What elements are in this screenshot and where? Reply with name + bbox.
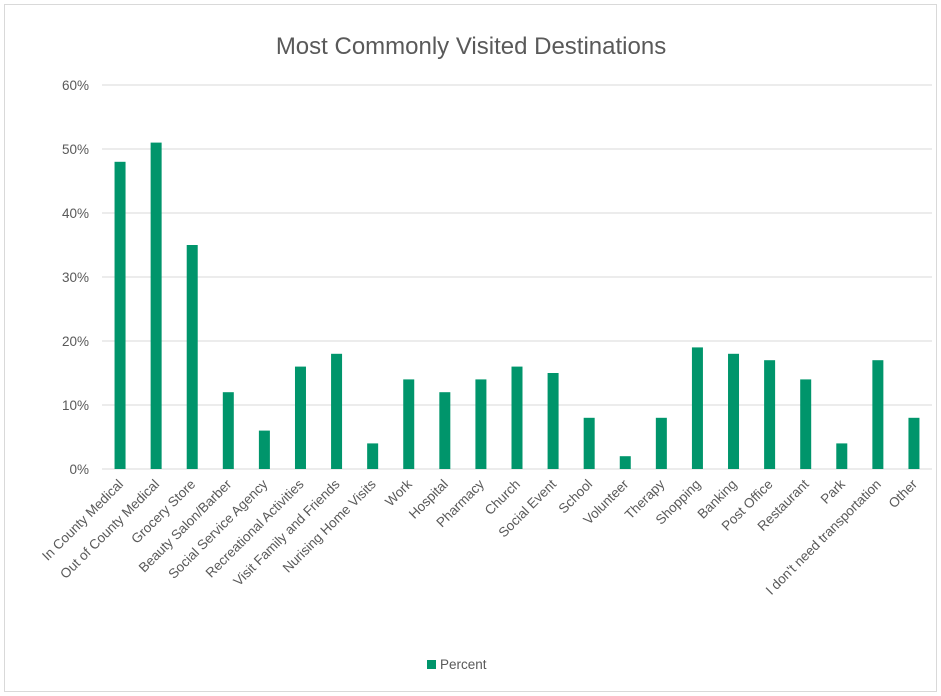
y-tick-label: 40% xyxy=(62,206,89,221)
bar xyxy=(764,360,776,469)
bar xyxy=(728,353,740,469)
bar xyxy=(403,379,415,469)
legend: Percent xyxy=(427,657,487,672)
bar xyxy=(222,392,234,469)
legend-swatch xyxy=(427,660,436,669)
bar xyxy=(908,417,920,469)
x-category-label: Work xyxy=(382,476,415,509)
x-category-label: Other xyxy=(886,476,921,511)
bar xyxy=(475,379,487,469)
bar xyxy=(258,430,270,469)
bar xyxy=(331,353,343,469)
y-tick-label: 20% xyxy=(62,334,89,349)
y-tick-label: 30% xyxy=(62,270,89,285)
gridlines xyxy=(102,84,932,470)
bar xyxy=(836,443,848,469)
y-tick-label: 0% xyxy=(69,462,89,477)
bar xyxy=(150,142,162,469)
bar xyxy=(439,392,451,469)
chart-title: Most Commonly Visited Destinations xyxy=(276,33,666,60)
bar xyxy=(691,347,703,469)
legend-label: Percent xyxy=(440,657,487,672)
y-tick-label: 10% xyxy=(62,398,89,413)
bar xyxy=(294,366,306,469)
bars xyxy=(114,142,920,470)
y-axis-ticks: 0% 10% 20% 30% 40% 50% 60% xyxy=(62,78,89,477)
bar xyxy=(619,456,631,469)
chart-container: Most Commonly Visited Destinations 0% 10%… xyxy=(4,4,937,692)
bar xyxy=(114,161,126,470)
bar xyxy=(547,373,559,469)
bar xyxy=(367,443,379,469)
bar xyxy=(872,360,884,469)
y-tick-label: 60% xyxy=(62,78,89,93)
bar xyxy=(511,366,523,469)
bar-chart: Most Commonly Visited Destinations 0% 10%… xyxy=(39,33,932,672)
bar xyxy=(186,245,198,469)
bar xyxy=(800,379,812,469)
bar xyxy=(655,417,667,469)
y-tick-label: 50% xyxy=(62,142,89,157)
x-category-label: Park xyxy=(818,476,848,506)
bar xyxy=(583,417,595,469)
